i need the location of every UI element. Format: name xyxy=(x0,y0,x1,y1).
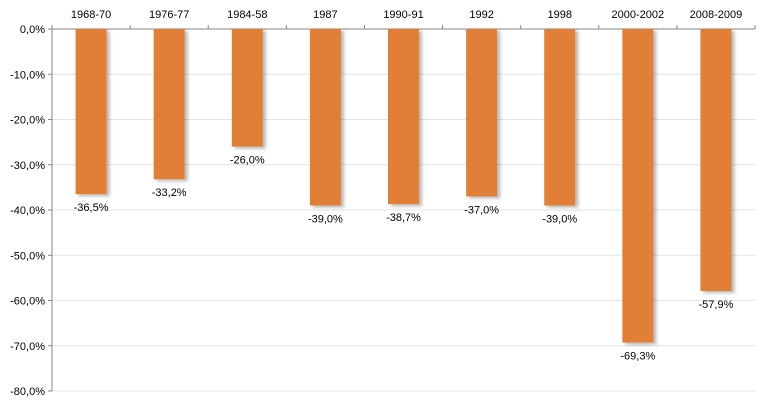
y-tick-label: -50,0% xyxy=(10,250,45,262)
bar xyxy=(388,29,419,205)
bar xyxy=(466,29,498,197)
category-label: 1968-70 xyxy=(71,9,111,21)
data-label: -39,0% xyxy=(308,213,343,225)
category-label: 1990-91 xyxy=(383,9,423,21)
labels: 0,0% -10,0% -20,0% -30,0% -40,0% -50,0% -60,0%… xyxy=(10,9,742,398)
bar xyxy=(622,29,654,343)
data-label: -37,0% xyxy=(464,204,499,216)
data-label: -26,0% xyxy=(230,155,265,167)
y-tick-label: -40,0% xyxy=(10,205,45,217)
data-label: -69,3% xyxy=(620,351,655,363)
category-label: 1992 xyxy=(469,9,493,21)
y-tick-label: -10,0% xyxy=(10,69,45,81)
data-label: -57,9% xyxy=(699,299,734,311)
y-tick-label: -20,0% xyxy=(10,115,45,127)
bar xyxy=(309,29,341,206)
bar xyxy=(544,29,576,206)
category-label: 2000-2002 xyxy=(612,9,665,21)
y-tick-label: -60,0% xyxy=(10,296,45,308)
bar xyxy=(700,29,732,291)
data-label: -39,0% xyxy=(542,213,577,225)
category-label: 1998 xyxy=(547,9,571,21)
category-label: 2008-2009 xyxy=(690,9,743,21)
bars xyxy=(75,29,732,343)
y-tick-label: -70,0% xyxy=(10,341,45,353)
category-label: 1987 xyxy=(313,9,337,21)
category-label: 1976-77 xyxy=(149,9,189,21)
y-tick-label: -30,0% xyxy=(10,160,45,172)
y-tick-label: -80,0% xyxy=(10,386,45,398)
bar xyxy=(153,29,185,180)
category-label: 1984-58 xyxy=(227,9,267,21)
bar xyxy=(231,29,263,147)
data-label: -33,2% xyxy=(152,187,187,199)
data-label: -36,5% xyxy=(74,202,109,214)
bar xyxy=(75,29,107,195)
data-label: -38,7% xyxy=(386,212,421,224)
y-tick-label: 0,0% xyxy=(20,24,45,36)
